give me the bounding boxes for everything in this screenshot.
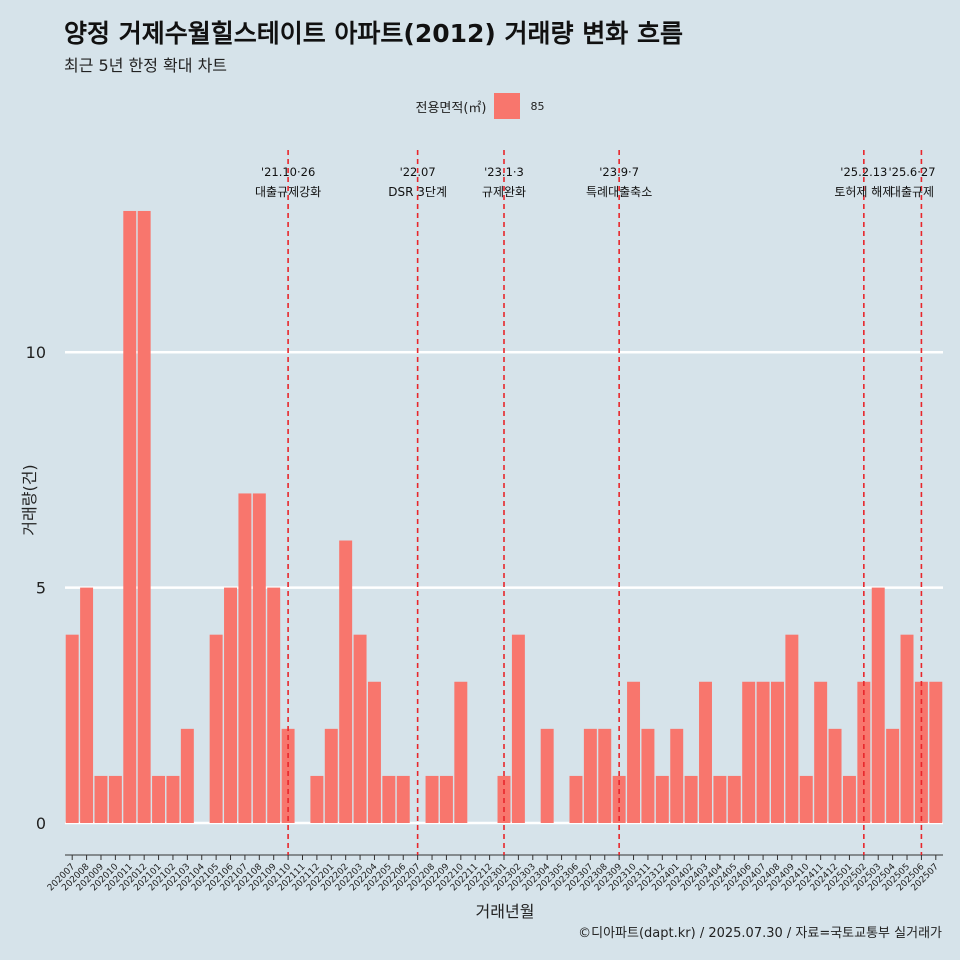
event-date-label: '21.10·26 [261, 165, 315, 179]
chart-subtitle: 최근 5년 한정 확대 차트 [64, 56, 228, 75]
bar [828, 728, 842, 823]
event-date-label: '23.9·7 [599, 165, 639, 179]
bar [699, 681, 712, 823]
bar [454, 681, 468, 823]
x-axis-label: 거래년월 [475, 902, 535, 921]
chart-title: 양정 거제수월힐스테이트 아파트(2012) 거래량 변화 흐름 [64, 19, 683, 48]
y-tick-label: 10 [26, 343, 46, 362]
bar [742, 681, 756, 823]
legend: 전용면적(㎡) 85 [0, 93, 960, 119]
bar [152, 775, 166, 823]
bar [857, 681, 871, 823]
event-date-label: '23.1·3 [484, 165, 524, 179]
legend-key [494, 93, 521, 119]
bar [756, 681, 770, 823]
bar [842, 775, 856, 823]
bar [886, 728, 900, 823]
legend-label: 85 [530, 99, 545, 113]
bar [94, 775, 108, 823]
bar [511, 634, 525, 823]
bar [439, 775, 453, 823]
event-date-label: '25.6·27 [888, 165, 935, 179]
bar [224, 587, 238, 823]
bar [137, 210, 151, 823]
caption: ©디아파트(dapt.kr) / 2025.07.30 / 자료=국토교통부 실… [578, 926, 942, 941]
bar [670, 728, 684, 823]
event-date-label: '22.07 [400, 165, 436, 179]
bar [799, 775, 813, 823]
bar [238, 493, 252, 823]
bar [583, 728, 597, 823]
bar [252, 493, 266, 823]
bar [929, 681, 943, 823]
y-axis-label: 거래량(건) [20, 464, 39, 536]
bar [569, 775, 583, 823]
event-text-label: 토허제 해제 [834, 185, 893, 199]
y-tick-label: 5 [36, 579, 46, 598]
bar [209, 634, 223, 823]
bar [684, 775, 698, 823]
bar [770, 681, 784, 823]
bar [123, 210, 137, 823]
bar [914, 681, 928, 823]
bar [727, 775, 741, 823]
legend-title: 전용면적(㎡) [415, 100, 487, 116]
bar [382, 775, 396, 823]
event-text-label: 대출규제 [890, 185, 934, 199]
bar [396, 775, 410, 823]
event-text-label: 규제완화 [482, 185, 526, 199]
bar [353, 634, 367, 823]
bar [324, 728, 338, 823]
event-date-label: '25.2.13 [840, 165, 887, 179]
bar [713, 775, 727, 823]
bar [871, 587, 885, 823]
bar [655, 775, 669, 823]
bar [641, 728, 655, 823]
bar [814, 681, 828, 823]
bar [108, 775, 122, 823]
bar [540, 728, 554, 823]
event-text-label: 대출규제강화 [255, 185, 321, 199]
bar [310, 775, 324, 823]
bar [367, 681, 381, 823]
bar [166, 775, 180, 823]
bar [627, 681, 641, 823]
bar [425, 775, 439, 823]
event-text-label: DSR 3단계 [388, 185, 447, 199]
bar [80, 587, 94, 823]
bar [65, 634, 79, 823]
bar [339, 540, 353, 823]
bar [598, 728, 612, 823]
bar [267, 587, 281, 823]
y-tick-label: 0 [36, 814, 46, 833]
bar [180, 728, 194, 823]
bar [900, 634, 914, 823]
event-text-label: 특례대출축소 [586, 185, 652, 199]
bar [785, 634, 799, 823]
